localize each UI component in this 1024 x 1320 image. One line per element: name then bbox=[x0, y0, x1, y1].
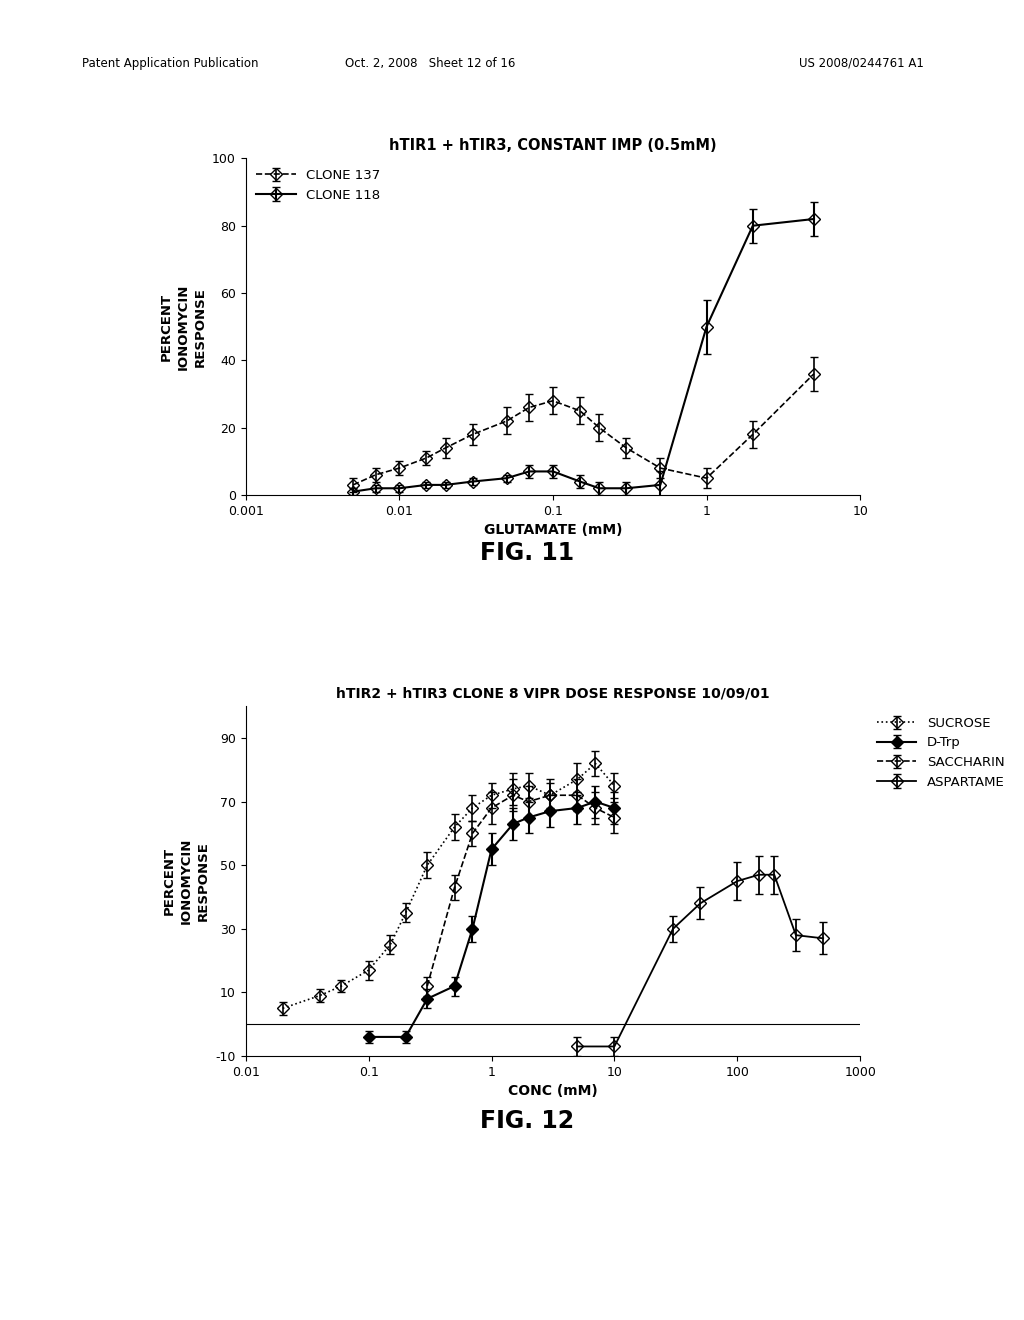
X-axis label: CONC (mM): CONC (mM) bbox=[508, 1084, 598, 1098]
Legend: CLONE 137, CLONE 118: CLONE 137, CLONE 118 bbox=[252, 165, 385, 206]
Legend: SUCROSE, D-Trp, SACCHARIN, ASPARTAME: SUCROSE, D-Trp, SACCHARIN, ASPARTAME bbox=[872, 713, 1009, 792]
Text: FIG. 12: FIG. 12 bbox=[480, 1109, 574, 1133]
Title: hTIR1 + hTIR3, CONSTANT IMP (0.5mM): hTIR1 + hTIR3, CONSTANT IMP (0.5mM) bbox=[389, 139, 717, 153]
Text: Oct. 2, 2008   Sheet 12 of 16: Oct. 2, 2008 Sheet 12 of 16 bbox=[345, 57, 515, 70]
Text: Patent Application Publication: Patent Application Publication bbox=[82, 57, 258, 70]
Text: US 2008/0244761 A1: US 2008/0244761 A1 bbox=[799, 57, 924, 70]
Y-axis label: PERCENT
IONOMYCIN
RESPONSE: PERCENT IONOMYCIN RESPONSE bbox=[163, 838, 210, 924]
Y-axis label: PERCENT
IONOMYCIN
RESPONSE: PERCENT IONOMYCIN RESPONSE bbox=[160, 284, 207, 370]
X-axis label: GLUTAMATE (mM): GLUTAMATE (mM) bbox=[483, 523, 623, 537]
Title: hTIR2 + hTIR3 CLONE 8 VIPR DOSE RESPONSE 10/09/01: hTIR2 + hTIR3 CLONE 8 VIPR DOSE RESPONSE… bbox=[336, 686, 770, 701]
Text: FIG. 11: FIG. 11 bbox=[480, 541, 574, 565]
